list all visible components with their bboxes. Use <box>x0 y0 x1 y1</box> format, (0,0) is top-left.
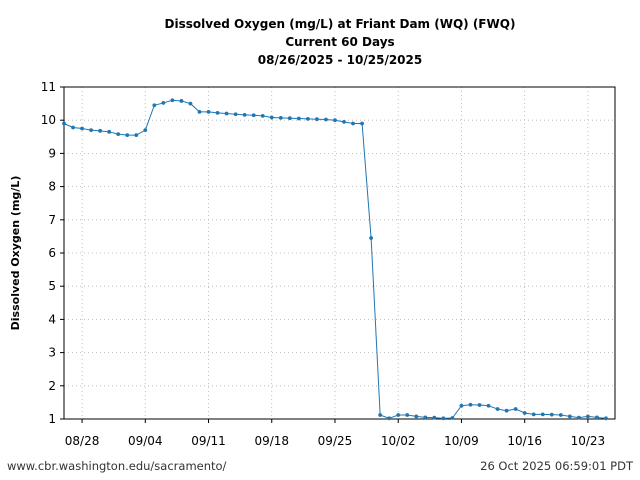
x-tick-label: 09/18 <box>254 434 289 448</box>
data-point <box>504 408 509 413</box>
data-point <box>369 236 374 240</box>
chart-title-line: Dissolved Oxygen (mg/L) at Friant Dam (W… <box>165 17 516 31</box>
footer-url: www.cbr.washington.edu/sacramento/ <box>7 459 227 473</box>
data-point <box>414 414 419 419</box>
y-axis: 1 2 3 4 5 6 7 8 9 10 11 <box>41 80 64 426</box>
x-axis: 08/28 09/04 09/11 09/18 09/25 10/02 10/09 10/16… <box>65 419 605 448</box>
data-point <box>224 111 229 116</box>
data-point <box>378 413 383 417</box>
data-point <box>107 129 112 134</box>
data-point <box>531 412 536 417</box>
data-point <box>125 133 130 138</box>
data-point <box>98 128 103 133</box>
y-tick-label: 8 <box>48 180 56 194</box>
x-tick-label: 10/09 <box>444 434 479 448</box>
data-point <box>296 116 301 121</box>
y-tick-label: 4 <box>48 312 56 326</box>
data-point <box>80 126 84 131</box>
x-tick-label: 09/11 <box>191 434 226 448</box>
data-point <box>116 132 121 137</box>
data-point <box>269 115 274 120</box>
data-point <box>387 416 392 421</box>
data-point <box>396 413 401 417</box>
data-point <box>188 101 193 106</box>
data-point <box>161 101 166 105</box>
data-point <box>233 112 238 117</box>
footer-timestamp: 26 Oct 2025 06:59:01 PDT <box>480 459 634 473</box>
chart-title-line: Current 60 Days <box>285 35 394 49</box>
data-point <box>315 117 319 122</box>
x-tick-label: 08/28 <box>65 434 100 448</box>
data-point <box>170 98 175 103</box>
data-point <box>567 414 572 419</box>
data-point <box>179 99 184 103</box>
data-point <box>595 415 599 420</box>
chart-title-line: 08/26/2025 - 10/25/2025 <box>258 53 422 67</box>
data-point <box>143 128 148 133</box>
y-tick-label: 10 <box>41 113 56 127</box>
x-tick-label: 10/16 <box>507 434 542 448</box>
data-point <box>62 121 66 126</box>
data-point <box>576 415 581 420</box>
data-point <box>558 413 563 417</box>
data-point <box>477 403 482 407</box>
data-point <box>522 411 527 415</box>
data-point <box>278 115 283 120</box>
x-tick-label: 09/25 <box>318 434 353 448</box>
data-point <box>450 416 455 420</box>
x-tick-label: 10/02 <box>381 434 416 448</box>
y-tick-label: 6 <box>48 246 56 260</box>
data-point <box>206 110 211 114</box>
data-point <box>287 116 292 121</box>
chart-title: Dissolved Oxygen (mg/L) at Friant Dam (W… <box>165 17 516 67</box>
data-point <box>405 413 410 417</box>
data-point <box>604 416 608 421</box>
y-tick-label: 9 <box>48 146 56 160</box>
y-tick-label: 1 <box>48 412 56 426</box>
data-point <box>495 407 500 411</box>
data-point <box>333 118 337 123</box>
data-point <box>459 403 464 408</box>
data-point <box>513 407 518 411</box>
x-tick-label: 09/04 <box>128 434 163 448</box>
data-point <box>540 412 545 417</box>
data-point <box>342 119 346 124</box>
y-tick-label: 3 <box>48 346 56 360</box>
data-point <box>134 133 139 138</box>
x-tick-label: 10/23 <box>571 434 606 448</box>
grid <box>64 87 615 419</box>
y-tick-label: 11 <box>41 80 56 94</box>
data-point <box>360 121 364 126</box>
data-point <box>351 121 355 126</box>
data-point <box>89 128 93 133</box>
data-point <box>441 416 446 421</box>
data-point <box>305 116 310 121</box>
data-point <box>215 110 220 115</box>
data-point <box>586 414 590 419</box>
data-point <box>242 112 247 117</box>
data-point <box>260 113 265 118</box>
y-axis-label: Dissolved Oxygen (mg/L) <box>9 176 22 331</box>
data-point <box>324 117 328 122</box>
data-point <box>71 125 75 130</box>
y-tick-label: 7 <box>48 213 56 227</box>
data-point <box>468 402 473 407</box>
data-point <box>423 415 428 420</box>
data-point <box>152 103 157 108</box>
data-point <box>251 113 256 118</box>
data-point <box>432 415 437 420</box>
series-points <box>62 98 608 421</box>
data-point <box>486 403 491 408</box>
data-point <box>549 412 554 417</box>
y-tick-label: 2 <box>48 379 56 393</box>
data-point <box>197 110 202 114</box>
y-tick-label: 5 <box>48 279 56 293</box>
